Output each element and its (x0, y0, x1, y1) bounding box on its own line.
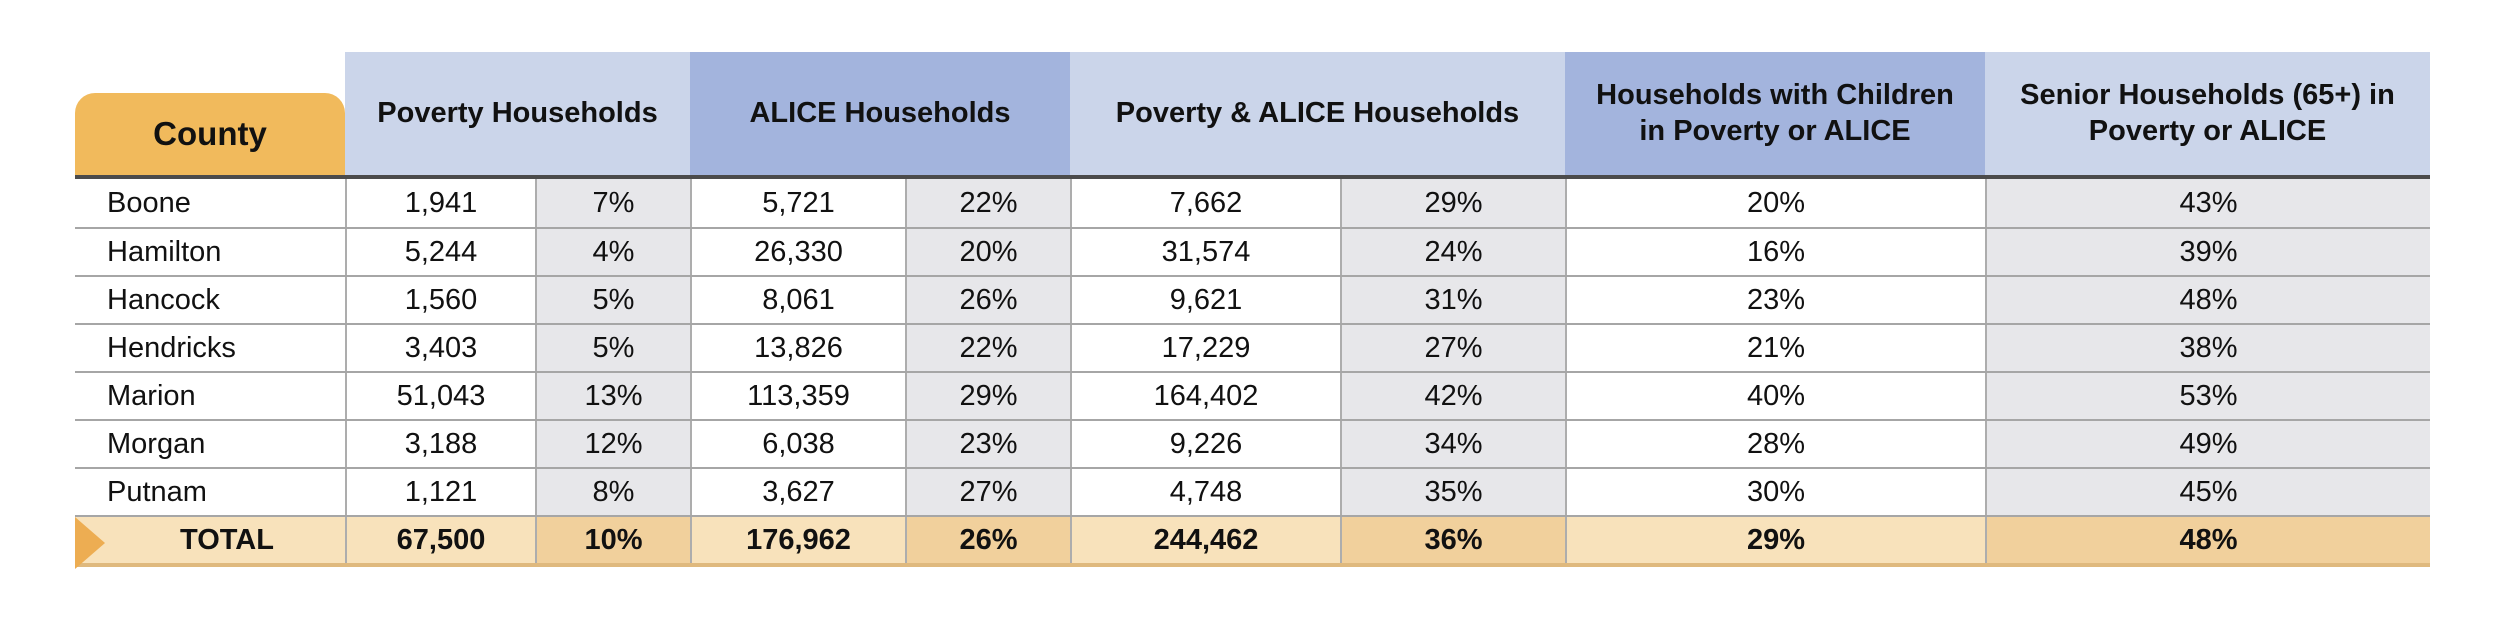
poverty-households-count: 3,188 (345, 421, 535, 467)
table-row: Putnam 1,121 8% 3,627 27% 4,748 35% 30% 45% (75, 467, 2430, 515)
children-households-percent: 20% (1565, 179, 1985, 227)
poverty-households-percent: 12% (535, 421, 690, 467)
poverty-households-percent: 5% (535, 277, 690, 323)
total-row: TOTAL 67,500 10% 176,962 26% 244,462 36%… (75, 515, 2430, 569)
poverty-alice-households-count: 9,621 (1070, 277, 1340, 323)
alice-households-percent: 20% (905, 229, 1070, 275)
children-households-percent: 21% (1565, 325, 1985, 371)
senior-households-percent: 43% (1985, 179, 2430, 227)
table-row: Marion 51,043 13% 113,359 29% 164,402 42% 40% 53… (75, 371, 2430, 419)
total-poverty-alice-households-percent: 36% (1340, 517, 1565, 563)
poverty-alice-households-percent: 29% (1340, 179, 1565, 227)
poverty-households-percent: 4% (535, 229, 690, 275)
county-name: Morgan (75, 421, 345, 467)
total-alice-households-percent: 26% (905, 517, 1070, 563)
total-row-arrow-icon (75, 517, 105, 569)
county-name: Hendricks (75, 325, 345, 371)
alice-households-count: 113,359 (690, 373, 905, 419)
county-households-table: County Poverty Households ALICE Househol… (75, 52, 2430, 569)
poverty-households-percent: 8% (535, 469, 690, 515)
alice-households-count: 26,330 (690, 229, 905, 275)
alice-households-count: 3,627 (690, 469, 905, 515)
total-poverty-households-count: 67,500 (345, 517, 535, 563)
county-name: Marion (75, 373, 345, 419)
table-row: Morgan 3,188 12% 6,038 23% 9,226 34% 28% 49% (75, 419, 2430, 467)
total-alice-households-count: 176,962 (690, 517, 905, 563)
poverty-alice-households-percent: 31% (1340, 277, 1565, 323)
alice-households-count: 5,721 (690, 179, 905, 227)
senior-households-percent: 45% (1985, 469, 2430, 515)
senior-households-percent: 38% (1985, 325, 2430, 371)
poverty-alice-households-percent: 34% (1340, 421, 1565, 467)
poverty-households-count: 1,121 (345, 469, 535, 515)
children-households-header: Households with Children in Poverty or A… (1565, 52, 1985, 175)
poverty-alice-households-count: 7,662 (1070, 179, 1340, 227)
poverty-alice-households-count: 4,748 (1070, 469, 1340, 515)
poverty-alice-households-percent: 35% (1340, 469, 1565, 515)
children-households-percent: 40% (1565, 373, 1985, 419)
senior-households-percent: 49% (1985, 421, 2430, 467)
alice-households-count: 6,038 (690, 421, 905, 467)
poverty-alice-households-percent: 24% (1340, 229, 1565, 275)
table-row: Hancock 1,560 5% 8,061 26% 9,621 31% 23% 48% (75, 275, 2430, 323)
children-households-percent: 30% (1565, 469, 1985, 515)
poverty-alice-households-count: 31,574 (1070, 229, 1340, 275)
senior-households-percent: 53% (1985, 373, 2430, 419)
poverty-alice-households-count: 9,226 (1070, 421, 1340, 467)
poverty-households-count: 51,043 (345, 373, 535, 419)
poverty-households-percent: 13% (535, 373, 690, 419)
poverty-households-header: Poverty Households (345, 52, 690, 175)
county-name: Hamilton (75, 229, 345, 275)
senior-households-percent: 39% (1985, 229, 2430, 275)
table-row: Hendricks 3,403 5% 13,826 22% 17,229 27% 21% 38% (75, 323, 2430, 371)
table-row: Hamilton 5,244 4% 26,330 20% 31,574 24% 16% 39% (75, 227, 2430, 275)
children-households-percent: 28% (1565, 421, 1985, 467)
table-body: Boone 1,941 7% 5,721 22% 7,662 29% 20% 43% Hamilt… (75, 179, 2430, 515)
alice-households-percent: 22% (905, 325, 1070, 371)
senior-households-header: Senior Households (65+) in Poverty or AL… (1985, 52, 2430, 175)
county-name: Hancock (75, 277, 345, 323)
poverty-alice-households-header: Poverty & ALICE Households (1070, 52, 1565, 175)
poverty-alice-households-count: 17,229 (1070, 325, 1340, 371)
total-poverty-alice-households-count: 244,462 (1070, 517, 1340, 563)
senior-households-percent: 48% (1985, 277, 2430, 323)
alice-households-percent: 27% (905, 469, 1070, 515)
county-name: Boone (75, 179, 345, 227)
poverty-households-percent: 7% (535, 179, 690, 227)
poverty-alice-households-count: 164,402 (1070, 373, 1340, 419)
alice-households-header: ALICE Households (690, 52, 1070, 175)
poverty-households-count: 5,244 (345, 229, 535, 275)
alice-households-percent: 23% (905, 421, 1070, 467)
county-header-label: County (153, 114, 267, 152)
total-children-households-percent: 29% (1565, 517, 1985, 563)
total-senior-households-percent: 48% (1985, 517, 2430, 563)
poverty-alice-households-percent: 42% (1340, 373, 1565, 419)
poverty-households-count: 1,941 (345, 179, 535, 227)
table-row: Boone 1,941 7% 5,721 22% 7,662 29% 20% 43% (75, 179, 2430, 227)
county-column-header: County (75, 93, 345, 175)
poverty-households-count: 1,560 (345, 277, 535, 323)
total-label: TOTAL (75, 517, 345, 563)
total-poverty-households-percent: 10% (535, 517, 690, 563)
county-column-header-cell: County (75, 52, 345, 175)
county-name: Putnam (75, 469, 345, 515)
alice-households-count: 8,061 (690, 277, 905, 323)
poverty-households-count: 3,403 (345, 325, 535, 371)
poverty-households-percent: 5% (535, 325, 690, 371)
children-households-percent: 23% (1565, 277, 1985, 323)
alice-households-count: 13,826 (690, 325, 905, 371)
poverty-alice-households-percent: 27% (1340, 325, 1565, 371)
alice-households-percent: 22% (905, 179, 1070, 227)
alice-households-percent: 29% (905, 373, 1070, 419)
alice-households-percent: 26% (905, 277, 1070, 323)
table-header-row: County Poverty Households ALICE Househol… (75, 52, 2430, 179)
children-households-percent: 16% (1565, 229, 1985, 275)
